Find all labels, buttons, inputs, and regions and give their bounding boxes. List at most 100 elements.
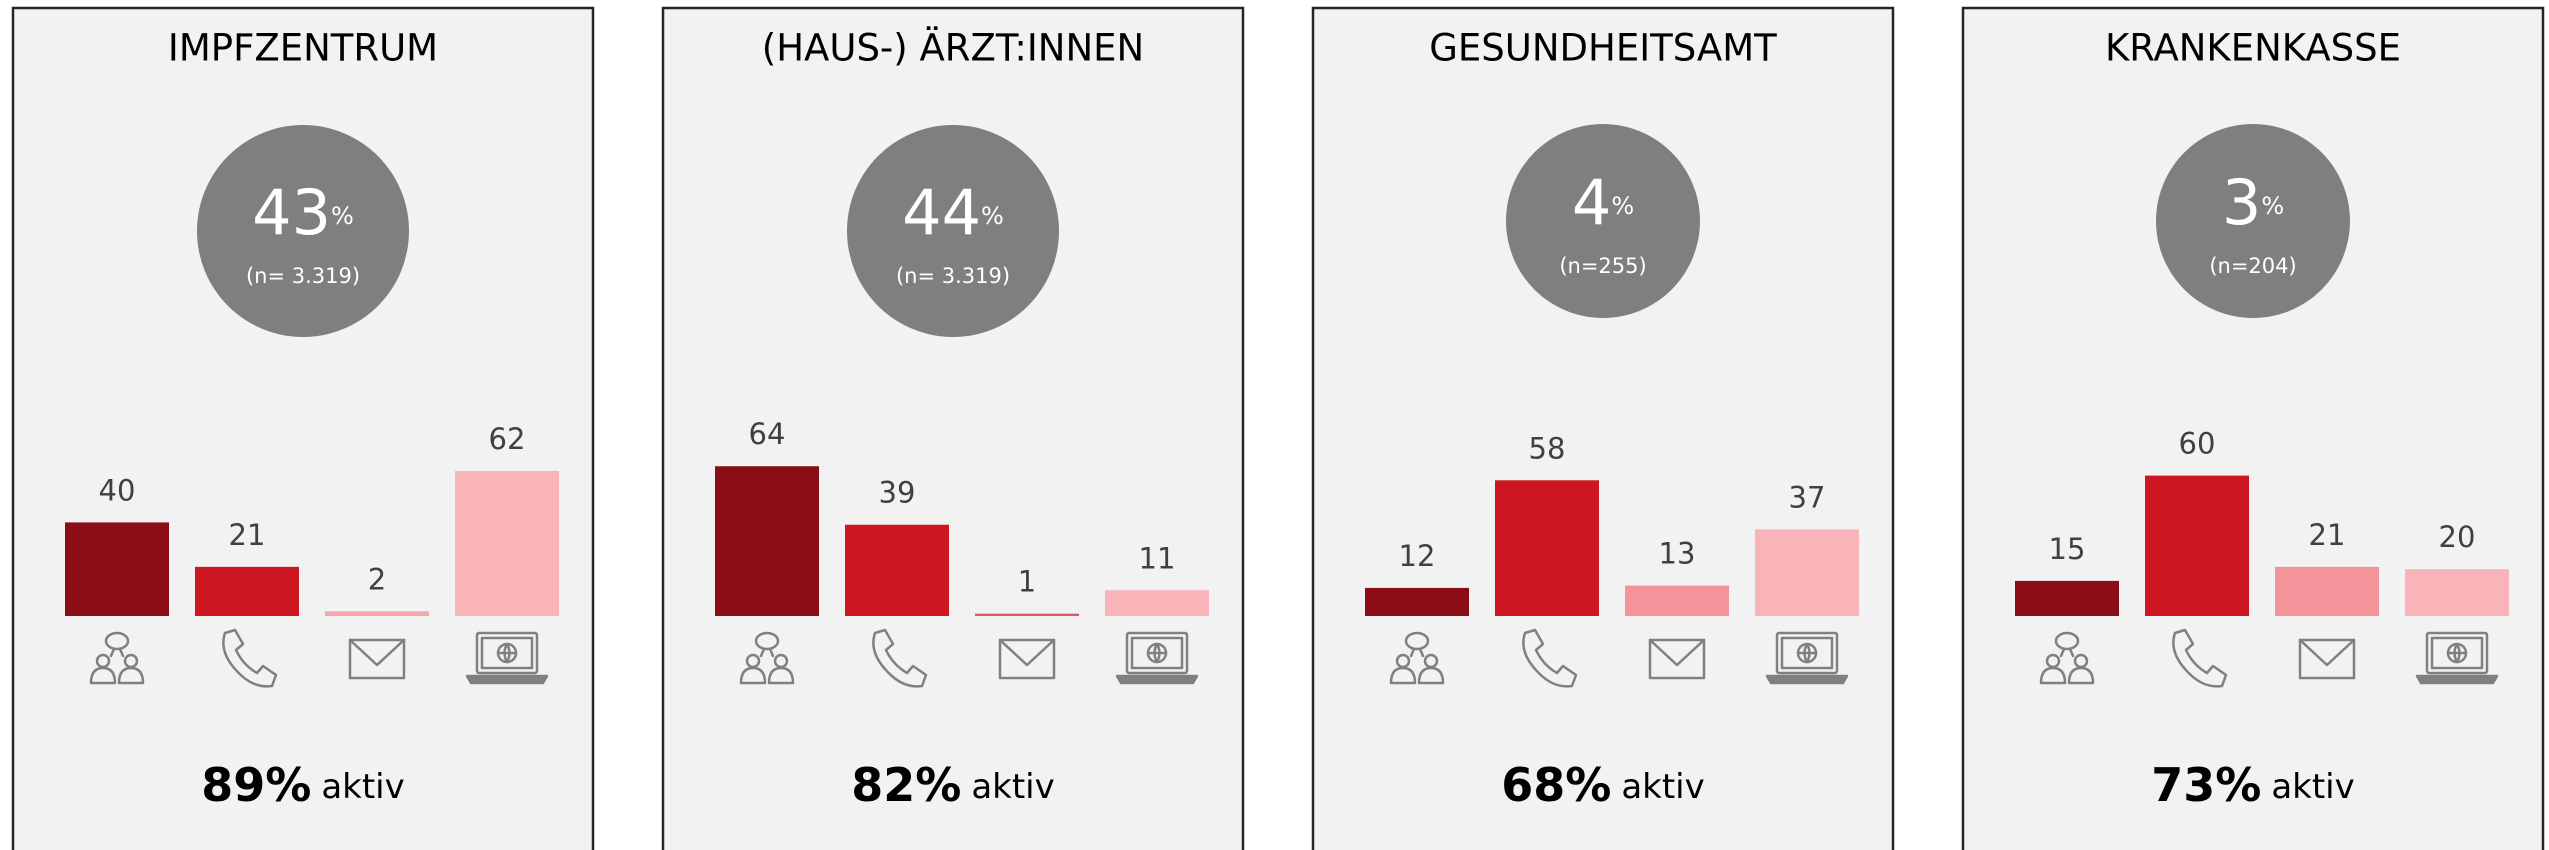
icon-phone <box>1522 628 1578 688</box>
icon-part <box>2059 647 2075 658</box>
icon-part <box>465 674 549 685</box>
icon-part <box>2298 638 2356 680</box>
share-unit: % <box>331 202 354 230</box>
bar <box>845 524 949 616</box>
bar-value-label: 39 <box>879 476 916 510</box>
active-value: 73% <box>2151 758 2261 812</box>
bar-value-label: 40 <box>99 473 136 507</box>
bar <box>195 566 299 616</box>
bar <box>455 470 559 616</box>
icon-part <box>2039 666 2067 685</box>
active-suffix: aktiv <box>2271 767 2354 807</box>
icon-part <box>109 647 125 658</box>
icon-part <box>1130 636 1184 670</box>
icon-part <box>89 666 117 685</box>
share-value: 3% <box>2222 166 2284 239</box>
bar-value-label: 1 <box>1018 565 1036 599</box>
icon-part <box>1648 638 1706 667</box>
active-share: 89% aktiv <box>201 758 405 812</box>
panel-title: GESUNDHEITSAMT <box>1429 27 1777 70</box>
active-value: 89% <box>201 758 311 812</box>
icon-part <box>1125 631 1189 675</box>
active-value: 82% <box>851 758 961 812</box>
icon-part <box>739 666 767 685</box>
icon-part <box>998 638 1056 680</box>
icon-part <box>222 628 278 688</box>
icon-part <box>2172 628 2228 688</box>
icon-phone <box>872 628 928 688</box>
bar <box>715 466 819 616</box>
share-number: 44 <box>902 176 981 249</box>
bar-value-label: 62 <box>489 422 526 456</box>
share-value: 4% <box>1572 166 1634 239</box>
icon-part <box>2054 631 2080 651</box>
bar-value-label: 12 <box>1399 539 1436 573</box>
icon-part <box>475 631 539 675</box>
sample-size: (n=255) <box>1559 254 1646 278</box>
icon-part <box>872 628 928 688</box>
icon-phone <box>222 628 278 688</box>
bar <box>1105 590 1209 616</box>
active-value: 68% <box>1501 758 1611 812</box>
share-number: 4 <box>1572 166 1611 239</box>
bar-value-label: 21 <box>229 518 266 552</box>
active-suffix: aktiv <box>321 767 404 807</box>
share-circle <box>197 125 409 337</box>
icon-part <box>1780 636 1834 670</box>
icon-part <box>348 638 406 667</box>
icon-part <box>2067 666 2095 685</box>
icon-part <box>759 647 775 658</box>
icon-part <box>104 631 130 651</box>
icon-part <box>1648 638 1706 680</box>
icon-part <box>2298 638 2356 667</box>
bar-value-label: 64 <box>749 417 786 451</box>
panel-title: (HAUS-) ÄRZT:INNEN <box>762 27 1144 70</box>
icon-part <box>496 642 518 664</box>
icon-laptop <box>1115 631 1199 685</box>
icon-mail <box>1648 638 1706 680</box>
icon-mail <box>2298 638 2356 680</box>
icon-part <box>754 631 780 651</box>
share-unit: % <box>2261 192 2284 220</box>
bar <box>325 611 429 616</box>
icon-laptop <box>1765 631 1849 685</box>
icon-part <box>1146 642 1168 664</box>
bar-value-label: 58 <box>1529 431 1566 465</box>
icon-part <box>998 638 1056 667</box>
icon-part <box>1389 666 1417 685</box>
active-share: 82% aktiv <box>851 758 1055 812</box>
icon-people <box>739 631 795 685</box>
bar <box>2015 580 2119 616</box>
icon-part <box>1115 674 1199 685</box>
sample-size: (n= 3.319) <box>896 264 1010 288</box>
bar-value-label: 13 <box>1659 537 1696 571</box>
bar <box>2275 566 2379 616</box>
icon-part <box>2430 636 2484 670</box>
icon-part <box>117 666 145 685</box>
icon-part <box>1409 647 1425 658</box>
share-unit: % <box>981 202 1004 230</box>
bar <box>1625 585 1729 616</box>
icon-laptop <box>465 631 549 685</box>
bar-value-label: 20 <box>2439 520 2476 554</box>
bar <box>2405 569 2509 616</box>
icon-laptop <box>2415 631 2499 685</box>
share-circle <box>1506 124 1700 318</box>
bar <box>975 613 1079 616</box>
bar-value-label: 21 <box>2309 518 2346 552</box>
share-value: 44% <box>902 176 1004 249</box>
icon-part <box>1775 631 1839 675</box>
bar <box>65 522 169 616</box>
icon-people <box>89 631 145 685</box>
share-number: 43 <box>252 176 331 249</box>
share-value: 43% <box>252 176 354 249</box>
bar-value-label: 37 <box>1789 480 1826 514</box>
icon-mail <box>998 638 1056 680</box>
share-circle <box>847 125 1059 337</box>
bar <box>1495 480 1599 616</box>
active-suffix: aktiv <box>1621 767 1704 807</box>
sample-size: (n= 3.319) <box>246 264 360 288</box>
share-number: 3 <box>2222 166 2261 239</box>
